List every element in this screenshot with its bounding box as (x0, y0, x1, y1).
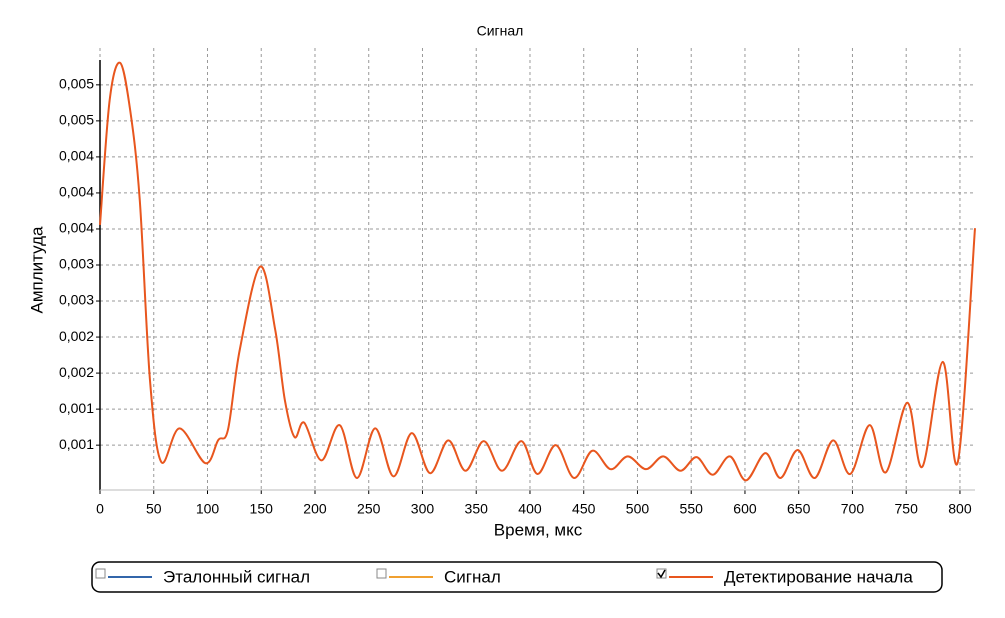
y-tick-label: 0,005 (59, 112, 94, 128)
y-tick-label: 0,004 (59, 220, 94, 236)
y-tick-label: 0,003 (59, 292, 94, 308)
x-tick-label: 500 (626, 501, 650, 517)
x-tick-label: 600 (733, 501, 757, 517)
x-axis-label: Время, мкс (494, 520, 583, 539)
legend-label: Эталонный сигнал (163, 567, 310, 586)
x-tick-label: 300 (411, 501, 435, 517)
legend-checkbox[interactable] (95, 568, 106, 579)
x-tick-label: 250 (357, 501, 381, 517)
x-tick-label: 550 (680, 501, 704, 517)
x-tick-label: 650 (787, 501, 811, 517)
x-tick-label: 400 (518, 501, 542, 517)
x-tick-label: 200 (303, 501, 327, 517)
legend-label: Сигнал (444, 567, 501, 586)
y-tick-label: 0,004 (59, 184, 94, 200)
y-tick-label: 0,001 (59, 436, 94, 452)
x-tick-label: 750 (895, 501, 919, 517)
x-tick-label: 100 (196, 501, 220, 517)
x-tick-label: 450 (572, 501, 596, 517)
legend-check (657, 569, 666, 579)
y-axis-label: Амплитуда (27, 226, 46, 313)
x-tick-label: 0 (96, 501, 104, 517)
series-line (99, 61, 976, 482)
legend-box (91, 561, 943, 593)
chart-title: Сигнал (477, 23, 524, 39)
y-tick-label: 0,005 (59, 76, 94, 92)
legend-checkbox[interactable] (656, 568, 667, 579)
legend-checkbox[interactable] (376, 568, 387, 579)
y-tick-label: 0,004 (59, 148, 94, 164)
x-tick-label: 150 (250, 501, 274, 517)
legend-label: Детектирование начала (724, 567, 913, 586)
x-tick-label: 800 (948, 501, 972, 517)
y-tick-label: 0,003 (59, 256, 94, 272)
x-tick-label: 50 (146, 501, 162, 517)
y-tick-label: 0,001 (59, 400, 94, 416)
y-tick-label: 0,002 (59, 328, 94, 344)
x-tick-label: 700 (841, 501, 865, 517)
x-tick-label: 350 (465, 501, 489, 517)
y-tick-label: 0,002 (59, 364, 94, 380)
